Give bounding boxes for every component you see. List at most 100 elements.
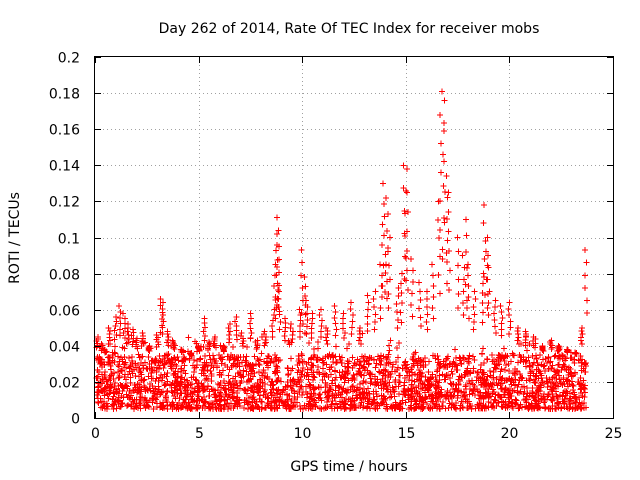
data-point: [571, 360, 578, 367]
data-point: [253, 361, 260, 368]
data-point: [118, 365, 125, 372]
data-point: [103, 385, 110, 392]
data-point: [435, 272, 442, 279]
data-point: [424, 378, 431, 385]
data-point: [446, 267, 453, 274]
data-point: [110, 390, 117, 397]
x-tick-labels: 0 5 10 15 20 25: [91, 426, 622, 442]
data-point: [332, 401, 339, 408]
data-point: [129, 370, 136, 377]
data-point: [240, 337, 247, 344]
data-point: [148, 375, 155, 382]
data-point: [120, 361, 127, 368]
data-point: [188, 381, 195, 388]
data-point: [268, 378, 275, 385]
data-point: [577, 375, 584, 382]
data-point: [572, 399, 579, 406]
data-point: [432, 403, 439, 410]
data-point: [582, 272, 589, 279]
data-point: [490, 368, 497, 375]
data-point: [439, 246, 446, 253]
data-point: [447, 393, 454, 400]
data-point: [361, 386, 368, 393]
data-point: [441, 97, 448, 104]
data-point: [127, 374, 134, 381]
data-point: [461, 393, 468, 400]
data-point: [168, 381, 175, 388]
data-point: [558, 405, 565, 412]
data-point: [344, 357, 351, 364]
data-point: [507, 324, 514, 331]
data-point: [164, 389, 171, 396]
data-point: [340, 335, 347, 342]
data-point: [407, 402, 414, 409]
data-point: [282, 383, 289, 390]
data-point: [521, 403, 528, 410]
data-point: [473, 377, 480, 384]
data-point: [273, 404, 279, 411]
data-point: [505, 368, 512, 375]
data-point: [133, 403, 140, 410]
data-point: [332, 360, 339, 367]
data-point: [485, 398, 492, 405]
data-point: [372, 311, 379, 318]
data-point: [149, 382, 156, 389]
data-point: [338, 388, 345, 395]
data-point: [134, 345, 141, 352]
data-point: [386, 379, 393, 386]
data-point: [124, 339, 131, 346]
x-axis-label: GPS time / hours: [290, 459, 407, 475]
data-point: [518, 375, 525, 382]
data-point: [277, 393, 284, 400]
data-point: [188, 374, 195, 381]
data-point: [342, 375, 349, 382]
data-point: [194, 389, 201, 396]
data-point: [137, 393, 144, 400]
data-point: [555, 404, 562, 411]
data-point: [261, 342, 268, 349]
data-point: [273, 354, 280, 361]
data-point: [365, 306, 372, 313]
data-point: [387, 371, 394, 378]
data-point: [269, 328, 276, 335]
data-point: [116, 372, 123, 379]
data-point: [445, 228, 452, 235]
data-point: [101, 361, 108, 368]
data-point: [559, 392, 566, 399]
data-point: [356, 357, 363, 364]
data-point: [470, 386, 477, 393]
data-point: [436, 111, 443, 118]
data-point: [178, 374, 185, 381]
data-point: [517, 388, 524, 395]
data-point: [459, 374, 466, 381]
data-point: [464, 272, 471, 279]
data-point: [378, 242, 385, 249]
data-point: [419, 405, 426, 412]
data-point: [498, 380, 505, 387]
data-point: [409, 313, 416, 320]
data-point: [416, 356, 423, 363]
data-point: [519, 374, 526, 381]
data-point: [237, 368, 244, 375]
data-point: [322, 370, 329, 377]
data-point: [147, 387, 154, 394]
data-point: [523, 393, 530, 400]
data-point: [515, 334, 522, 341]
data-point: [444, 258, 451, 265]
data-point: [316, 390, 323, 397]
data-point: [512, 382, 519, 389]
data-point: [172, 381, 179, 388]
data-point: [447, 380, 454, 387]
data-point: [202, 324, 209, 331]
data-point: [440, 403, 447, 410]
data-point: [156, 374, 163, 381]
data-point: [341, 330, 348, 337]
data-point: [572, 351, 579, 358]
data-point: [157, 302, 164, 309]
data-point: [436, 290, 443, 297]
x-tick-label: 0: [91, 426, 100, 442]
data-point: [426, 358, 433, 365]
data-point: [430, 283, 437, 290]
data-point: [541, 362, 548, 369]
data-point: [294, 362, 301, 369]
